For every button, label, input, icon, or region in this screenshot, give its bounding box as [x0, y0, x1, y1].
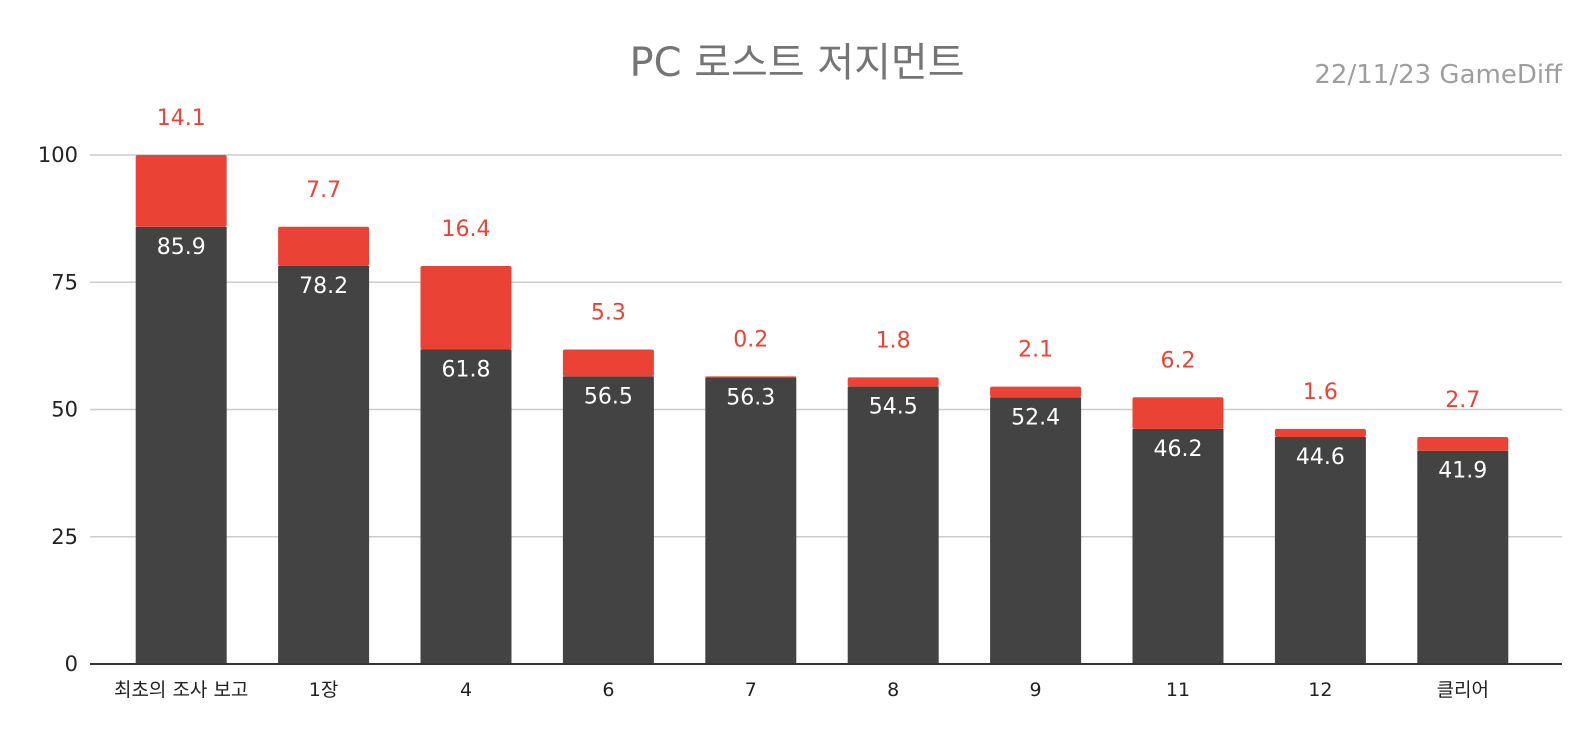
- data-label-base: 85.9: [157, 235, 206, 260]
- bar-segment-base: [1132, 428, 1224, 664]
- data-label-top: 1.6: [1303, 380, 1338, 405]
- x-category-label: 6: [602, 679, 614, 701]
- bar-segment-base: [1274, 436, 1366, 664]
- y-tick-label: 75: [51, 270, 78, 294]
- bars: 85.9 14.1 78.2 7.7 61.8 16.4 56.5 5.3 56.3 0.2 54.…: [135, 106, 1509, 665]
- y-tick-label: 50: [51, 398, 78, 422]
- bar-segment-top: [1417, 436, 1509, 451]
- bar-segment-base: [562, 376, 654, 664]
- data-label-top: 6.2: [1161, 348, 1196, 373]
- y-axis-ticks: 0 25 50 75 100: [38, 143, 78, 676]
- chart-source: 22/11/23 GameDiff: [1314, 60, 1563, 90]
- bar-segment-base: [847, 386, 939, 664]
- bar-segment-top: [705, 376, 797, 378]
- bar-segment-top: [135, 155, 227, 227]
- data-label-top: 7.7: [306, 178, 341, 203]
- y-tick-label: 100: [38, 143, 78, 167]
- x-category-label: 8: [887, 679, 899, 701]
- x-category-label: 클리어: [1437, 679, 1489, 701]
- data-label-top: 14.1: [157, 106, 206, 131]
- data-label-base: 54.5: [869, 395, 918, 420]
- bar-segment-base: [705, 377, 797, 664]
- x-category-label: 최초의 조사 보고: [114, 679, 248, 701]
- bar-segment-base: [990, 397, 1082, 664]
- x-category-label: 7: [745, 679, 757, 701]
- bar-segment-top: [562, 349, 654, 377]
- x-category-label: 1장: [309, 679, 339, 701]
- data-label-base: 41.9: [1438, 459, 1487, 484]
- bar-segment-base: [135, 226, 227, 665]
- data-label-top: 0.2: [733, 327, 768, 352]
- data-label-top: 2.1: [1018, 338, 1053, 363]
- data-label-base: 56.5: [584, 384, 633, 409]
- data-label-base: 52.4: [1011, 405, 1060, 430]
- x-category-label: 12: [1308, 679, 1332, 701]
- x-axis-labels: 최초의 조사 보고 1장 4 6 7 8 9 11 12 클리어: [114, 679, 1489, 701]
- data-label-base: 78.2: [299, 274, 348, 299]
- data-label-base: 56.3: [726, 385, 775, 410]
- y-tick-label: 0: [65, 652, 78, 676]
- x-category-label: 4: [460, 679, 472, 701]
- data-label-base: 61.8: [442, 357, 491, 382]
- bar-segment-top: [420, 265, 512, 350]
- y-tick-label: 25: [51, 525, 78, 549]
- bar-segment-top: [847, 377, 939, 387]
- bar-segment-top: [990, 386, 1082, 398]
- bar-segment-top: [1274, 428, 1366, 437]
- x-category-label: 9: [1030, 679, 1042, 701]
- data-label-top: 16.4: [442, 217, 491, 242]
- data-label-base: 44.6: [1296, 445, 1345, 470]
- bar-segment-top: [278, 226, 370, 266]
- data-label-base: 46.2: [1154, 437, 1203, 462]
- bar-segment-base: [278, 265, 370, 664]
- chart-title: PC 로스트 저지먼트: [629, 40, 964, 86]
- x-category-label: 11: [1166, 679, 1190, 701]
- bar-segment-base: [1417, 450, 1509, 664]
- data-label-top: 2.7: [1445, 388, 1480, 413]
- data-label-top: 5.3: [591, 300, 626, 325]
- data-label-top: 1.8: [876, 328, 911, 353]
- bar-segment-top: [1132, 397, 1224, 429]
- bar-segment-base: [420, 349, 512, 664]
